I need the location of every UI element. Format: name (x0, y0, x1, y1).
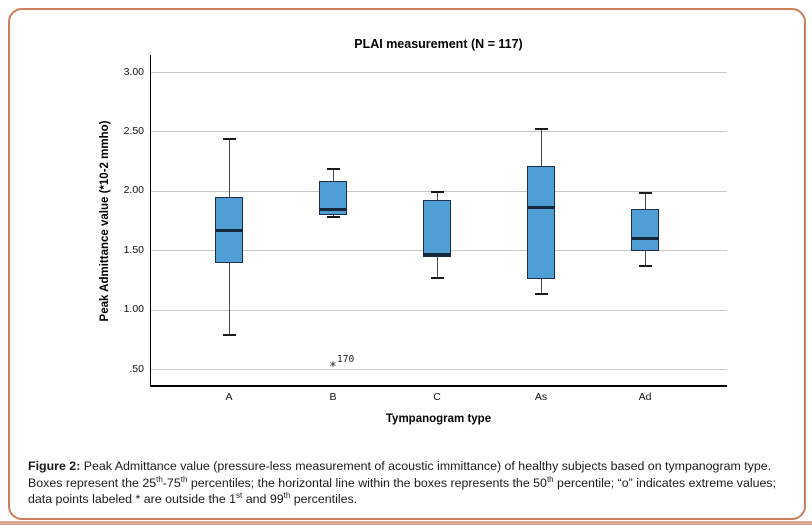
box-whisker-cap-top (534, 128, 548, 131)
y-tick-label: 1.50 (123, 243, 144, 256)
y-tick-label: 2.00 (123, 184, 144, 197)
x-tick-label: Ad (638, 391, 652, 403)
box-median-line (527, 205, 555, 209)
y-tick-label: 2.50 (123, 124, 144, 137)
y-tick-label: .50 (129, 362, 144, 375)
box-whisker-cap-top (638, 192, 652, 195)
caption-text: th (283, 490, 291, 500)
caption-text: st (236, 490, 243, 500)
box-body (631, 208, 659, 252)
box-whisker-cap-bottom (326, 215, 340, 218)
box-median-line (319, 208, 347, 212)
box-whisker-cap-top (430, 190, 444, 193)
x-tick-label: A (225, 391, 233, 403)
x-axis-title: Tympanogram type (385, 413, 492, 425)
bottom-divider-bar (0, 521, 812, 525)
y-tick-label: 3.00 (123, 65, 144, 78)
outlier-label: 170 (337, 353, 355, 365)
box-whisker-cap-bottom (638, 264, 652, 267)
box-body (527, 165, 555, 279)
caption-text: percentiles; the horizontal line within … (187, 475, 547, 490)
grid-line (150, 309, 727, 311)
y-tick-label: 1.00 (123, 303, 144, 316)
figure-caption: Figure 2: Peak Admittance value (pressur… (28, 458, 792, 508)
y-axis-line (150, 55, 151, 385)
box-median-line (423, 253, 451, 257)
caption-text: and 99 (242, 492, 284, 506)
caption-text: th (156, 474, 163, 484)
chart-title: PLAI measurement (N = 117) (354, 37, 523, 51)
box-whisker-cap-bottom (430, 276, 444, 279)
box-body (423, 200, 451, 258)
x-tick-label: As (534, 391, 548, 403)
caption-text: Peak Admittance value (pressure-less mea… (28, 459, 772, 490)
box-median-line (215, 228, 243, 232)
outlier-marker: * (329, 359, 337, 375)
caption-text: th (180, 474, 188, 484)
x-tick-label: C (433, 391, 441, 403)
grid-line (150, 131, 727, 133)
caption-text: -75 (162, 475, 181, 490)
box-whisker-cap-top (222, 137, 236, 140)
grid-line (150, 72, 727, 73)
x-axis-line (150, 385, 727, 387)
box-whisker-cap-bottom (534, 293, 548, 296)
box-whisker-cap-bottom (222, 333, 236, 336)
caption-text: percentile; “o” indicates extreme values… (28, 475, 777, 507)
box-median-line (631, 236, 659, 240)
caption-figure-label: Figure 2: (28, 459, 84, 473)
box-whisker-cap-top (326, 168, 340, 171)
caption-text: th (546, 474, 554, 484)
y-axis-title: Peak Admittance value (*10-2 mmho) (99, 120, 111, 322)
grid-line (150, 369, 727, 370)
x-tick-label: B (329, 391, 337, 403)
caption-text: percentiles. (290, 492, 358, 506)
